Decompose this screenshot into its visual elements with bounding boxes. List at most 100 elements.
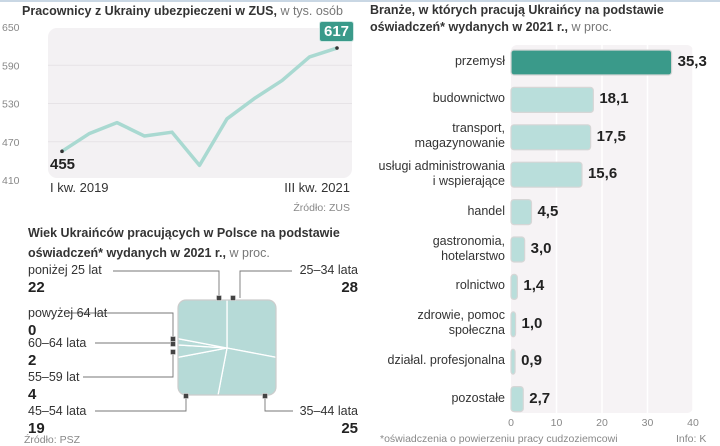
category-label: i wspierające (432, 173, 505, 188)
age-value: 28 (341, 279, 358, 296)
category-label: rolnictwo (455, 278, 505, 293)
category-label: handel (467, 203, 505, 218)
y-tick-label: 410 (2, 175, 20, 187)
age-chart (67, 270, 293, 412)
category-label: transport, (452, 121, 505, 136)
bar (510, 386, 524, 413)
x-tick-label: 30 (641, 417, 654, 429)
age-label: 45–54 lata (28, 404, 87, 418)
last-value-badge: 617 (319, 21, 355, 42)
connector-marker (170, 341, 176, 347)
bar-value-label: 17,5 (596, 127, 626, 145)
slice-55-59-lat (178, 339, 228, 372)
bar-chart-title-1: Branże, w których pracują Ukraińcy na po… (370, 3, 664, 17)
x-tick-label: 20 (596, 417, 608, 429)
bar (510, 49, 673, 76)
age-value: 22 (28, 279, 45, 296)
top-border (0, 0, 720, 2)
age-source: Źródło: PSZ (24, 434, 81, 446)
category-label: magazynowanie (414, 136, 505, 151)
x-tick-label: 40 (687, 417, 699, 429)
slice-35-44-lata (203, 347, 276, 395)
bar (510, 124, 592, 151)
bar-footnote: *oświadczenia o powierzeniu pracy cudzoz… (380, 433, 618, 445)
line-title-unit: w tys. osób (280, 4, 343, 18)
x-tick-label: 0 (508, 417, 514, 429)
slice-poni-ej-25-lat (178, 300, 228, 349)
line-chart: 650 590 530 470 410 (2, 22, 352, 187)
connector-marker (262, 393, 268, 399)
bar (510, 236, 526, 263)
bar-value-label: 1,0 (521, 314, 543, 332)
bar-value-label: 15,6 (587, 165, 618, 183)
bar-value-label: 35,3 (677, 53, 707, 70)
data-point (335, 46, 339, 50)
category-label: gastronomia, (432, 233, 505, 248)
age-value: 25 (341, 420, 358, 437)
bar-value-label: 2,7 (529, 389, 551, 407)
y-tick-label: 470 (2, 137, 20, 149)
bar-value-label: 18,1 (599, 90, 629, 108)
category-label: pozostałe (451, 390, 505, 405)
slice-45-54-lata (178, 347, 228, 395)
bar-value-label: 1,4 (523, 277, 545, 295)
connector-line (95, 396, 187, 412)
bar-credit: Info: K (676, 433, 707, 445)
category-label: społeczna (448, 323, 505, 338)
line-chart-title: Pracownicy z Ukrainy ubezpieczeni w ZUS,… (22, 4, 343, 18)
age-title-unit: w proc. (229, 246, 270, 260)
age-value: 0 (28, 322, 37, 339)
x-tick-first: I kw. 2019 (50, 180, 109, 195)
bar (510, 86, 594, 114)
bar-value-label: 4,5 (537, 202, 559, 220)
y-tick-label: 650 (2, 22, 20, 34)
connector-marker (230, 295, 236, 301)
connector-line (83, 352, 174, 378)
bar-chart-title-2: oświadczeń* wydanych w 2021 r., w proc. (370, 20, 612, 34)
category-label: działal. profesjonalna (387, 353, 505, 368)
category-label: zdrowie, pomoc (417, 308, 505, 323)
line-title-text: Pracownicy z Ukrainy ubezpieczeni w ZUS, (22, 4, 277, 18)
age-value: 2 (28, 352, 37, 369)
age-label: 25–34 lata (299, 263, 358, 277)
age-title-text: oświadczeń* wydanych w 2021 r., (28, 246, 227, 260)
age-chart-title-2: oświadczeń* wydanych w 2021 r., w proc. (28, 246, 270, 260)
age-chart-title-1: Wiek Ukraińców pracujących w Polsce na p… (28, 226, 340, 240)
age-label: 35–44 lata (299, 404, 358, 418)
connector-line (239, 270, 292, 298)
connector-line (264, 396, 293, 412)
y-tick-label: 590 (2, 60, 20, 72)
slice-25-34-lata (226, 300, 276, 372)
age-label: 60–64 lata (28, 336, 87, 350)
connector-line (113, 270, 220, 298)
connector-marker (216, 295, 222, 301)
connector-marker (183, 393, 189, 399)
bar-title-text: oświadczeń* wydanych w 2021 r., (370, 20, 569, 34)
square-outline (177, 299, 277, 396)
x-tick-label: 10 (550, 417, 563, 429)
slices (178, 300, 276, 395)
bar (510, 311, 517, 338)
bar (510, 199, 533, 226)
age-label: powyżej 64 lat (28, 306, 108, 320)
first-value-label: 455 (50, 156, 76, 173)
bar (510, 348, 516, 375)
data-point (60, 149, 64, 154)
category-label: przemysł (454, 54, 505, 68)
category-label: hotelarstwo (441, 248, 505, 263)
x-tick-last: III kw. 2021 (284, 180, 350, 195)
bar (510, 273, 518, 300)
age-value: 4 (28, 386, 37, 403)
age-label: 55–59 lat (28, 370, 80, 384)
bar-value-label: 0,9 (521, 352, 542, 370)
age-value: 19 (28, 420, 45, 437)
bar (510, 161, 583, 188)
y-tick-label: 530 (2, 99, 20, 111)
connector-line (67, 312, 174, 340)
category-label: budownictwo (432, 91, 505, 106)
bar-value-label: 3,0 (530, 240, 552, 257)
age-label: poniżej 25 lat (28, 263, 102, 277)
category-label: usługi administrowania (378, 158, 505, 173)
